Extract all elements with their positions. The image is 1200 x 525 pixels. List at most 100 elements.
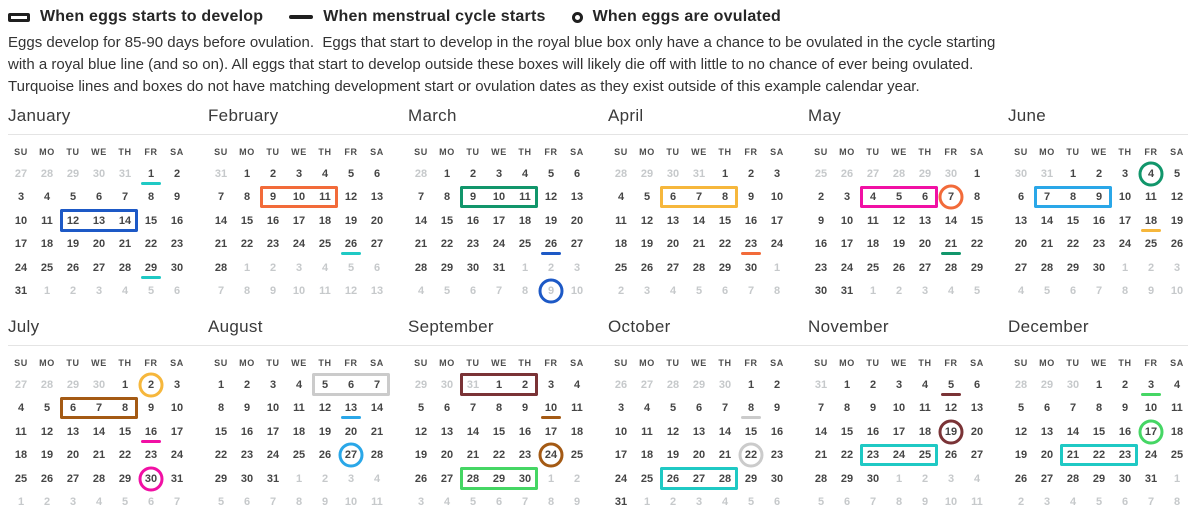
day-cell: 28 bbox=[370, 449, 384, 462]
day-cell: 3 bbox=[1173, 261, 1181, 274]
day-cell: 11 bbox=[15, 425, 27, 438]
weekday-header: SU bbox=[1014, 147, 1028, 157]
day-cell: 31 bbox=[1040, 167, 1054, 180]
day-cell: 6 bbox=[573, 167, 581, 180]
weekday-header: SU bbox=[1014, 358, 1028, 368]
month-grid: SU MO TU WE TH FR SA 27 28 29 30 1 2 3 4 5 6 7 8 9 10 11 12 13 1… bbox=[8, 353, 197, 514]
day-cell: 10 bbox=[570, 285, 584, 298]
day-cell: 28 bbox=[944, 261, 958, 274]
day-cell: 3 bbox=[17, 191, 25, 204]
weekday-header: TH bbox=[518, 147, 532, 157]
day-cell: 12 bbox=[1170, 191, 1184, 204]
day-cell: 23 bbox=[1092, 238, 1106, 251]
day-cell: 7 bbox=[217, 285, 225, 298]
day-cell: 15 bbox=[718, 214, 732, 227]
day-cell: 16 bbox=[466, 214, 480, 227]
day-cell: 12 bbox=[318, 402, 332, 415]
ovulation-day: 27 bbox=[338, 444, 364, 468]
day-cell: 21 bbox=[1040, 238, 1054, 251]
month-march: March SU MO TU WE TH FR SA 28 1 2 3 4 5 6 7 8 9 10 11 12 13 14… bbox=[408, 106, 597, 303]
day-cell: 28 bbox=[666, 378, 680, 391]
day-cell: 3 bbox=[695, 496, 703, 509]
day-cell: 31 bbox=[1144, 472, 1158, 485]
month-title: October bbox=[608, 317, 671, 336]
weekday-header: TU bbox=[666, 147, 680, 157]
day-cell: 13 bbox=[970, 402, 984, 415]
header: When eggs starts to develop When menstru… bbox=[0, 0, 1200, 98]
day-cell: 6 bbox=[373, 167, 381, 180]
day-cell: 1 bbox=[243, 261, 251, 274]
day-cell: 30 bbox=[1118, 472, 1132, 485]
weekday-header: WE bbox=[691, 147, 707, 157]
day-cell: 21 bbox=[718, 449, 732, 462]
day-cell: 6 bbox=[695, 402, 703, 415]
day-cell: 30 bbox=[866, 472, 880, 485]
month-grid: SU MO TU WE TH FR SA 27 28 29 30 31 1 2 3 4 5 6 7 8 9 10 11 12 1… bbox=[8, 142, 197, 303]
day-cell: 3 bbox=[295, 261, 303, 274]
day-cell: 9 bbox=[173, 191, 181, 204]
day-cell: 5 bbox=[643, 191, 651, 204]
day-cell: 31 bbox=[814, 378, 828, 391]
day-cell: 4 bbox=[669, 285, 677, 298]
day-cell: 31 bbox=[614, 496, 628, 509]
day-cell: 27 bbox=[1040, 472, 1054, 485]
weekday-header: SA bbox=[170, 147, 184, 157]
day-cell: 27 bbox=[370, 238, 384, 251]
month-october: October SU MO TU WE TH FR SA 26 27 28 29 30 1 2 3 4 5 6 7 8 9… bbox=[608, 317, 797, 514]
day-cell: 26 bbox=[40, 472, 54, 485]
weekday-header: TH bbox=[918, 358, 932, 368]
day-cell: 6 bbox=[173, 285, 181, 298]
day-cell: 3 bbox=[495, 167, 503, 180]
day-cell: 27 bbox=[918, 261, 932, 274]
day-cell: 29 bbox=[1066, 261, 1080, 274]
day-cell: 17 bbox=[544, 425, 558, 438]
day-cell: 22 bbox=[144, 238, 158, 251]
weekday-header: MO bbox=[639, 358, 655, 368]
egg-develop-day: 4 bbox=[860, 185, 886, 210]
day-cell: 3 bbox=[173, 378, 181, 391]
day-cell: 8 bbox=[217, 402, 225, 415]
day-cell: 26 bbox=[414, 472, 428, 485]
day-cell: 30 bbox=[770, 472, 784, 485]
month-july: July SU MO TU WE TH FR SA 27 28 29 30 1 2 3 4 5 6 7 8 9 10 11 1… bbox=[8, 317, 197, 514]
month-november: November SU MO TU WE TH FR SA 31 1 2 3 4 5 6 7 8 9 10 11 12 1… bbox=[808, 317, 997, 514]
day-cell: 16 bbox=[518, 425, 532, 438]
day-cell: 8 bbox=[547, 496, 555, 509]
day-cell: 24 bbox=[266, 449, 280, 462]
day-cell: 11 bbox=[371, 496, 383, 509]
day-cell: 14 bbox=[814, 425, 828, 438]
day-cell: 24 bbox=[170, 449, 184, 462]
description-line: Turquoise lines and boxes do not have ma… bbox=[8, 78, 920, 95]
day-cell: 13 bbox=[666, 214, 680, 227]
day-cell: 7 bbox=[1069, 402, 1077, 415]
day-cell: 25 bbox=[1170, 449, 1184, 462]
weekday-header: TU bbox=[866, 358, 880, 368]
day-cell: 30 bbox=[814, 285, 828, 298]
egg-develop-day: 8 bbox=[1060, 185, 1086, 210]
month-title: February bbox=[208, 106, 279, 125]
day-cell: 14 bbox=[718, 425, 732, 438]
day-cell: 2 bbox=[773, 378, 781, 391]
day-cell: 15 bbox=[440, 214, 454, 227]
day-cell: 5 bbox=[695, 285, 703, 298]
day-cell: 23 bbox=[814, 261, 828, 274]
legend-label: When eggs starts to develop bbox=[40, 8, 264, 25]
description-line: with a royal blue line (and so on). All … bbox=[8, 56, 974, 73]
day-cell: 5 bbox=[547, 167, 555, 180]
day-cell: 19 bbox=[666, 449, 680, 462]
egg-develop-day: 13 bbox=[86, 209, 112, 233]
weekday-header: FR bbox=[744, 358, 758, 368]
day-cell: 17 bbox=[492, 214, 506, 227]
day-cell: 20 bbox=[918, 238, 932, 251]
day-cell: 20 bbox=[1040, 449, 1054, 462]
cycle-start-day: 8 bbox=[738, 397, 764, 421]
day-cell: 7 bbox=[869, 496, 877, 509]
day-cell: 28 bbox=[1014, 378, 1028, 391]
month-title: January bbox=[8, 106, 71, 125]
day-cell: 12 bbox=[544, 191, 558, 204]
day-cell: 4 bbox=[95, 496, 103, 509]
weekday-header: TH bbox=[118, 358, 132, 368]
day-cell: 21 bbox=[370, 425, 384, 438]
month-december: December SU MO TU WE TH FR SA 28 29 30 1 2 3 4 5 6 7 8 9 10 1… bbox=[1008, 317, 1197, 514]
day-cell: 27 bbox=[14, 167, 28, 180]
